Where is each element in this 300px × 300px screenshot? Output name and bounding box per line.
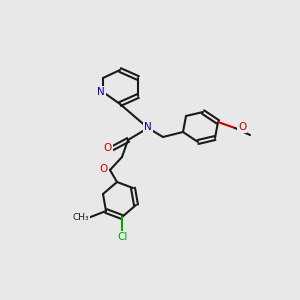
Text: O: O <box>238 122 246 132</box>
Text: Cl: Cl <box>118 232 128 242</box>
Text: O: O <box>100 164 108 174</box>
Text: CH₃: CH₃ <box>73 214 89 223</box>
Text: N: N <box>97 87 105 97</box>
Text: N: N <box>144 122 152 132</box>
Text: O: O <box>104 143 112 153</box>
